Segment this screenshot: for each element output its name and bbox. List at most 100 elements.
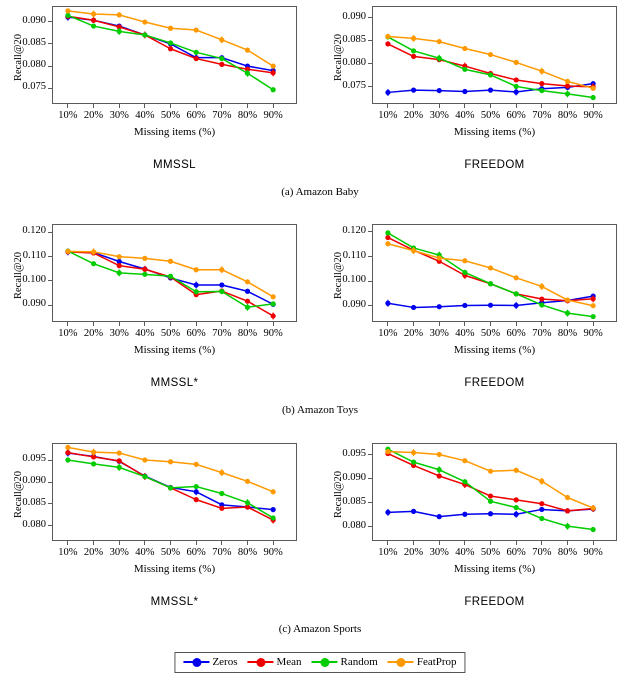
y-axis-tick <box>368 17 372 19</box>
data-point <box>244 70 251 76</box>
subcaption-b-text: Amazon Toys <box>296 404 359 416</box>
data-point <box>487 265 494 271</box>
y-axis-tick-label: 0.085 <box>22 36 46 48</box>
data-point <box>590 505 596 511</box>
y-axis-tick <box>368 454 372 456</box>
chart-toys-freedom: 0.090 0.100 0.110 0.120 10% 20% 30% 40% 50% 60% 70… <box>320 218 640 398</box>
data-point <box>116 254 122 260</box>
data-point <box>90 17 97 23</box>
data-point <box>167 25 174 31</box>
legend-item-random: Random <box>311 656 378 668</box>
data-point <box>513 291 519 297</box>
data-point <box>90 11 97 17</box>
data-point <box>167 273 174 279</box>
x-axis-tick <box>515 541 517 545</box>
data-point <box>90 449 97 455</box>
subcaption-a-tag: (a) <box>281 186 294 198</box>
y-axis-tick-label: 0.100 <box>342 274 366 286</box>
legend-marker-icon <box>311 657 338 667</box>
series-zeros <box>385 506 596 520</box>
data-point <box>270 294 276 300</box>
y-axis-tick-label: 0.090 <box>22 298 46 310</box>
data-point <box>219 490 225 497</box>
data-point <box>513 302 519 309</box>
data-point <box>65 444 71 450</box>
data-point <box>513 275 519 281</box>
data-point <box>590 526 596 533</box>
data-point <box>116 270 122 276</box>
series-layer <box>385 230 596 320</box>
subcaption-c-text: Amazon Sports <box>293 623 362 635</box>
subcaption-c-tag: (c) <box>278 623 291 635</box>
series-layer <box>385 33 596 101</box>
data-point <box>436 38 442 45</box>
x-axis-tick <box>515 104 517 108</box>
chart-model-name: MMSSL* <box>150 596 199 608</box>
y-axis-tick-label: 0.080 <box>22 59 46 71</box>
data-point <box>142 266 148 272</box>
data-point <box>436 514 442 520</box>
x-axis-tick <box>541 322 543 326</box>
x-axis-tick <box>387 322 389 326</box>
x-axis-tick <box>67 104 69 108</box>
x-axis-tick-label: 60% <box>186 328 206 339</box>
y-axis-tick <box>368 526 372 528</box>
x-axis-tick-label: 80% <box>557 547 578 558</box>
x-axis-tick <box>464 322 466 326</box>
x-axis-tick-label: 30% <box>429 328 449 339</box>
x-axis-tick <box>592 104 594 108</box>
data-point <box>564 78 571 84</box>
data-point <box>167 459 174 465</box>
x-axis-tick <box>195 541 197 545</box>
x-axis-tick-label: 90% <box>263 547 283 558</box>
legend-label: Zeros <box>212 656 238 668</box>
x-axis-tick <box>221 541 223 545</box>
x-axis-tick-label: 50% <box>160 328 181 339</box>
x-axis-tick <box>387 541 389 545</box>
data-point <box>65 457 71 463</box>
x-axis-tick <box>170 541 172 545</box>
data-point <box>539 506 545 513</box>
data-point <box>270 301 276 307</box>
y-axis-tick <box>368 256 372 258</box>
x-axis-tick <box>592 322 594 326</box>
data-point <box>410 248 417 254</box>
data-point <box>193 282 199 288</box>
x-axis-tick-label: 50% <box>480 110 501 121</box>
y-axis-tick-label: 0.090 <box>22 14 46 26</box>
x-axis-tick <box>413 322 415 326</box>
x-axis-tick-label: 90% <box>263 110 283 121</box>
subcaption-b-tag: (b) <box>281 404 295 416</box>
y-axis-tick-label: 0.085 <box>22 496 46 508</box>
y-axis-tick <box>48 481 52 483</box>
data-point <box>513 504 519 511</box>
data-point <box>590 85 596 91</box>
data-point <box>244 478 251 484</box>
data-point <box>270 63 276 69</box>
series-mean <box>385 450 596 514</box>
x-axis-tick-label: 40% <box>135 110 155 121</box>
chart-sports-mmssl: 0.080 0.085 0.090 0.095 10% 20% 30% 40% 50% 60% 70… <box>0 437 320 617</box>
x-axis-tick-label: 10% <box>58 547 78 558</box>
x-axis-tick <box>413 104 415 108</box>
x-axis-tick-label: 50% <box>160 110 181 121</box>
x-axis-tick-label: 20% <box>83 110 104 121</box>
data-point <box>487 493 494 499</box>
data-point <box>539 501 545 507</box>
x-axis-label: Missing items (%) <box>133 563 216 575</box>
x-axis-tick <box>93 104 95 108</box>
data-point <box>142 32 148 38</box>
subcaption-a: (a) Amazon Baby <box>0 186 640 198</box>
x-axis-tick-label: 30% <box>109 328 129 339</box>
data-point <box>539 283 545 290</box>
series-random <box>385 446 596 533</box>
data-point <box>116 464 122 470</box>
data-point <box>193 49 199 55</box>
legend-marker-icon <box>247 657 274 667</box>
data-point <box>385 89 391 96</box>
series-line <box>387 448 594 531</box>
y-axis-tick <box>48 21 52 23</box>
x-axis-tick <box>541 541 543 545</box>
data-point <box>590 296 596 302</box>
